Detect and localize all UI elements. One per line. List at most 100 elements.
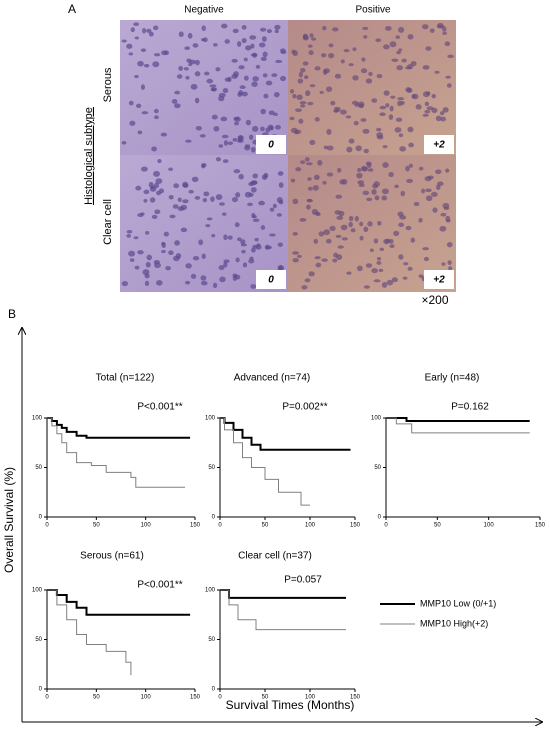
cell-nucleus	[299, 218, 307, 222]
cell-nucleus	[221, 134, 229, 139]
row-label: Serous	[102, 67, 114, 102]
cell-nucleus	[133, 22, 140, 27]
cell-nucleus	[296, 254, 302, 259]
cell-nucleus	[249, 256, 254, 260]
cell-nucleus	[185, 263, 192, 269]
cell-nucleus	[389, 244, 395, 249]
cell-nucleus	[363, 285, 371, 289]
cell-nucleus	[379, 112, 386, 117]
cell-nucleus	[244, 145, 251, 151]
cell-nucleus	[190, 83, 198, 90]
y-tick-label: 50	[35, 637, 42, 643]
cell-nucleus	[402, 276, 408, 280]
cell-nucleus	[198, 239, 204, 246]
cell-nucleus	[219, 276, 226, 283]
x-axis-label: Survival Times (Months)	[226, 698, 355, 712]
cell-nucleus	[128, 100, 134, 106]
cell-nucleus	[398, 48, 403, 52]
cell-nucleus	[298, 71, 303, 78]
cell-nucleus	[323, 145, 328, 150]
cell-nucleus	[292, 251, 300, 255]
score-label: 0	[268, 275, 274, 286]
cell-nucleus	[168, 250, 174, 256]
cell-nucleus	[222, 88, 229, 94]
survival-curve	[220, 417, 310, 506]
cell-nucleus	[408, 163, 413, 168]
y-tick-label: 0	[378, 515, 382, 521]
cell-nucleus	[348, 63, 354, 67]
cell-nucleus	[126, 230, 133, 234]
cell-nucleus	[134, 74, 139, 79]
cell-nucleus	[240, 239, 246, 245]
cell-nucleus	[137, 130, 143, 135]
score-label: 0	[268, 140, 274, 151]
cell-nucleus	[376, 132, 384, 138]
cell-nucleus	[210, 87, 217, 92]
cell-nucleus	[441, 262, 446, 266]
cell-nucleus	[335, 234, 342, 238]
x-tick-label: 100	[141, 695, 152, 701]
cell-nucleus	[373, 279, 381, 283]
cell-nucleus	[134, 265, 140, 270]
cell-nucleus	[292, 198, 299, 205]
cell-nucleus	[391, 277, 398, 283]
cell-nucleus	[363, 148, 369, 154]
cell-nucleus	[304, 157, 310, 162]
cell-nucleus	[348, 138, 355, 144]
cell-nucleus	[232, 138, 238, 142]
cell-nucleus	[376, 261, 382, 265]
cell-nucleus	[398, 133, 404, 138]
cell-nucleus	[161, 242, 166, 248]
cell-nucleus	[174, 90, 181, 95]
cell-nucleus	[330, 100, 336, 106]
cell-nucleus	[376, 257, 382, 261]
cell-nucleus	[202, 198, 208, 203]
cell-nucleus	[309, 139, 316, 145]
cell-nucleus	[352, 75, 359, 81]
cell-nucleus	[275, 59, 283, 64]
cell-nucleus	[413, 201, 420, 207]
cell-nucleus	[233, 71, 239, 78]
cell-nucleus	[368, 71, 373, 77]
cell-nucleus	[143, 63, 150, 68]
cell-nucleus	[321, 258, 328, 262]
magnification: ×200	[421, 293, 448, 307]
y-tick-label: 100	[371, 416, 382, 422]
cell-nucleus	[211, 114, 218, 120]
cell-nucleus	[313, 174, 320, 181]
cell-nucleus	[195, 59, 200, 66]
y-tick-label: 0	[212, 515, 216, 521]
cell-nucleus	[242, 262, 248, 268]
cell-nucleus	[274, 29, 279, 34]
x-tick-label: 50	[93, 523, 100, 529]
cell-nucleus	[326, 128, 332, 135]
cell-nucleus	[357, 265, 363, 272]
score-label: +2	[433, 140, 445, 151]
cell-nucleus	[418, 274, 424, 278]
cell-nucleus	[182, 181, 189, 188]
cell-nucleus	[422, 113, 429, 117]
cell-nucleus	[250, 146, 256, 153]
cell-nucleus	[151, 214, 158, 219]
cell-nucleus	[258, 200, 265, 206]
cell-nucleus	[262, 51, 268, 58]
cell-nucleus	[447, 260, 452, 266]
cell-nucleus	[339, 179, 345, 185]
cell-nucleus	[186, 58, 192, 63]
cell-nucleus	[314, 66, 321, 71]
cell-nucleus	[154, 115, 159, 120]
cell-nucleus	[252, 173, 258, 179]
cell-nucleus	[171, 98, 178, 104]
cell-nucleus	[142, 27, 147, 34]
cell-nucleus	[255, 64, 261, 69]
cell-nucleus	[365, 78, 373, 84]
cell-nucleus	[400, 190, 406, 197]
cell-nucleus	[153, 25, 159, 31]
cell-nucleus	[251, 81, 258, 87]
cell-nucleus	[354, 215, 359, 222]
cell-nucleus	[169, 214, 176, 219]
cell-nucleus	[366, 162, 372, 169]
cell-nucleus	[323, 68, 330, 74]
cell-nucleus	[394, 184, 399, 189]
cell-nucleus	[337, 167, 342, 173]
